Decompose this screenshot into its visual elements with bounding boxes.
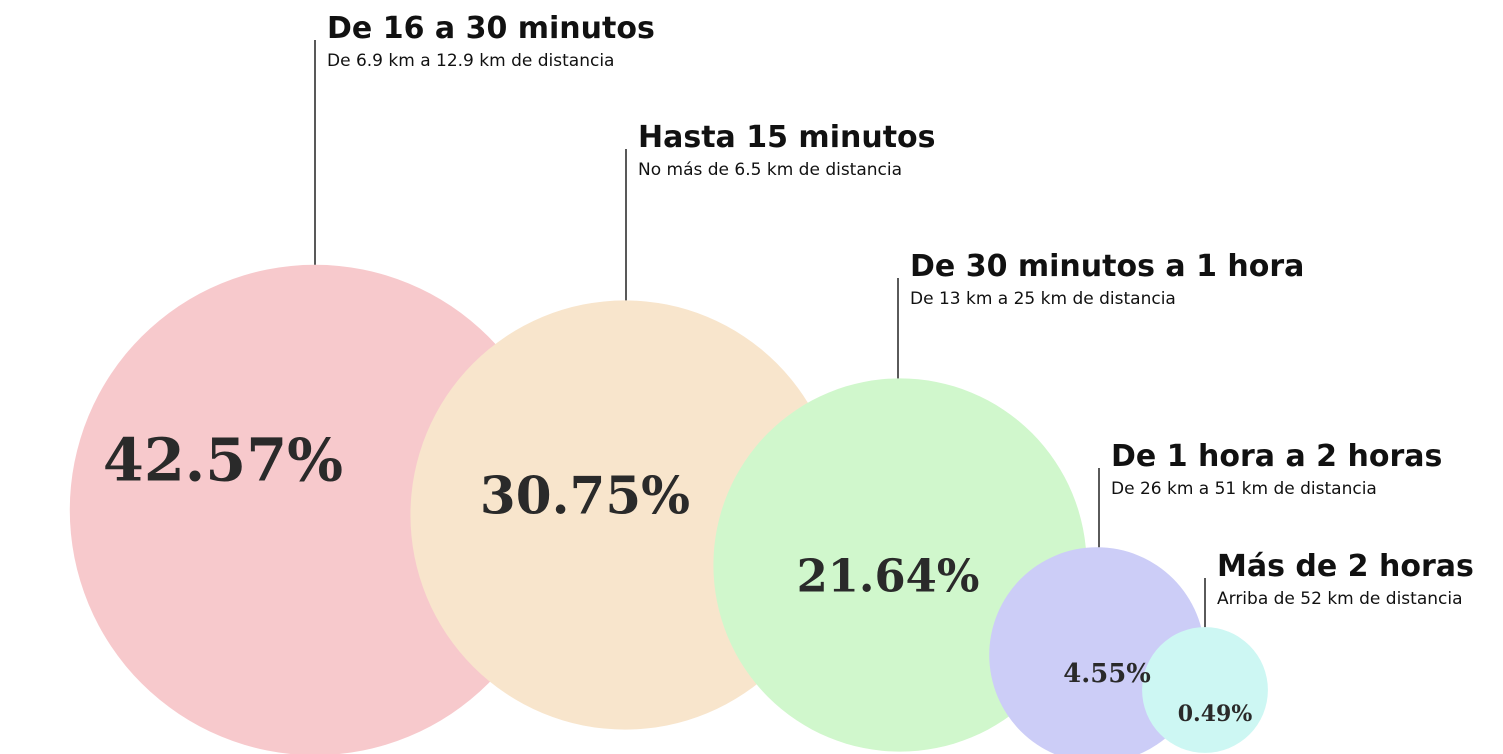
category-title: Más de 2 horas <box>1217 549 1474 584</box>
value-label: 4.55% <box>1063 659 1151 689</box>
category-title: Hasta 15 minutos <box>638 120 936 155</box>
bubble <box>1142 627 1268 753</box>
category-subtitle: Arriba de 52 km de distancia <box>1217 589 1463 609</box>
value-label: 30.75% <box>480 467 690 527</box>
value-label: 0.49% <box>1178 701 1253 727</box>
bubble <box>69 264 561 754</box>
category-title: De 1 hora a 2 horas <box>1111 439 1442 474</box>
category-subtitle: De 13 km a 25 km de distancia <box>910 289 1176 309</box>
category-subtitle: No más de 6.5 km de distancia <box>638 160 902 180</box>
category-title: De 16 a 30 minutos <box>327 11 655 46</box>
value-label: 42.57% <box>103 426 343 495</box>
category-subtitle: De 6.9 km a 12.9 km de distancia <box>327 51 614 71</box>
value-label: 21.64% <box>797 550 980 603</box>
category-subtitle: De 26 km a 51 km de distancia <box>1111 479 1377 499</box>
category-title: De 30 minutos a 1 hora <box>910 249 1304 284</box>
